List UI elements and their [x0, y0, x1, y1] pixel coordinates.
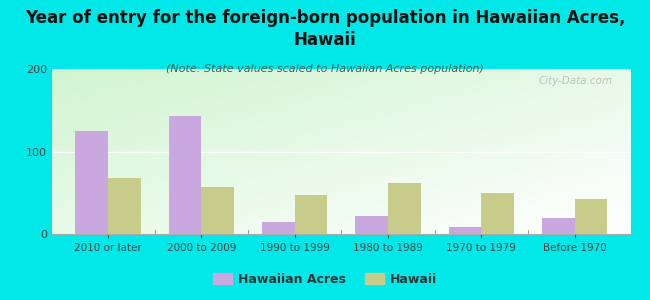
Bar — [202, 187, 234, 234]
Bar — [262, 222, 294, 234]
Bar — [108, 178, 140, 234]
Bar — [75, 131, 108, 234]
Bar — [168, 116, 202, 234]
Bar — [356, 216, 388, 234]
Bar — [481, 193, 514, 234]
Text: Year of entry for the foreign-born population in Hawaiian Acres,
Hawaii: Year of entry for the foreign-born popul… — [25, 9, 625, 49]
Text: City-Data.com: City-Data.com — [539, 76, 613, 85]
Bar — [448, 227, 481, 234]
Bar — [388, 183, 421, 234]
Bar — [542, 218, 575, 234]
Legend: Hawaiian Acres, Hawaii: Hawaiian Acres, Hawaii — [208, 268, 442, 291]
Bar — [294, 195, 327, 234]
Text: (Note: State values scaled to Hawaiian Acres population): (Note: State values scaled to Hawaiian A… — [166, 64, 484, 74]
Bar — [575, 199, 607, 234]
